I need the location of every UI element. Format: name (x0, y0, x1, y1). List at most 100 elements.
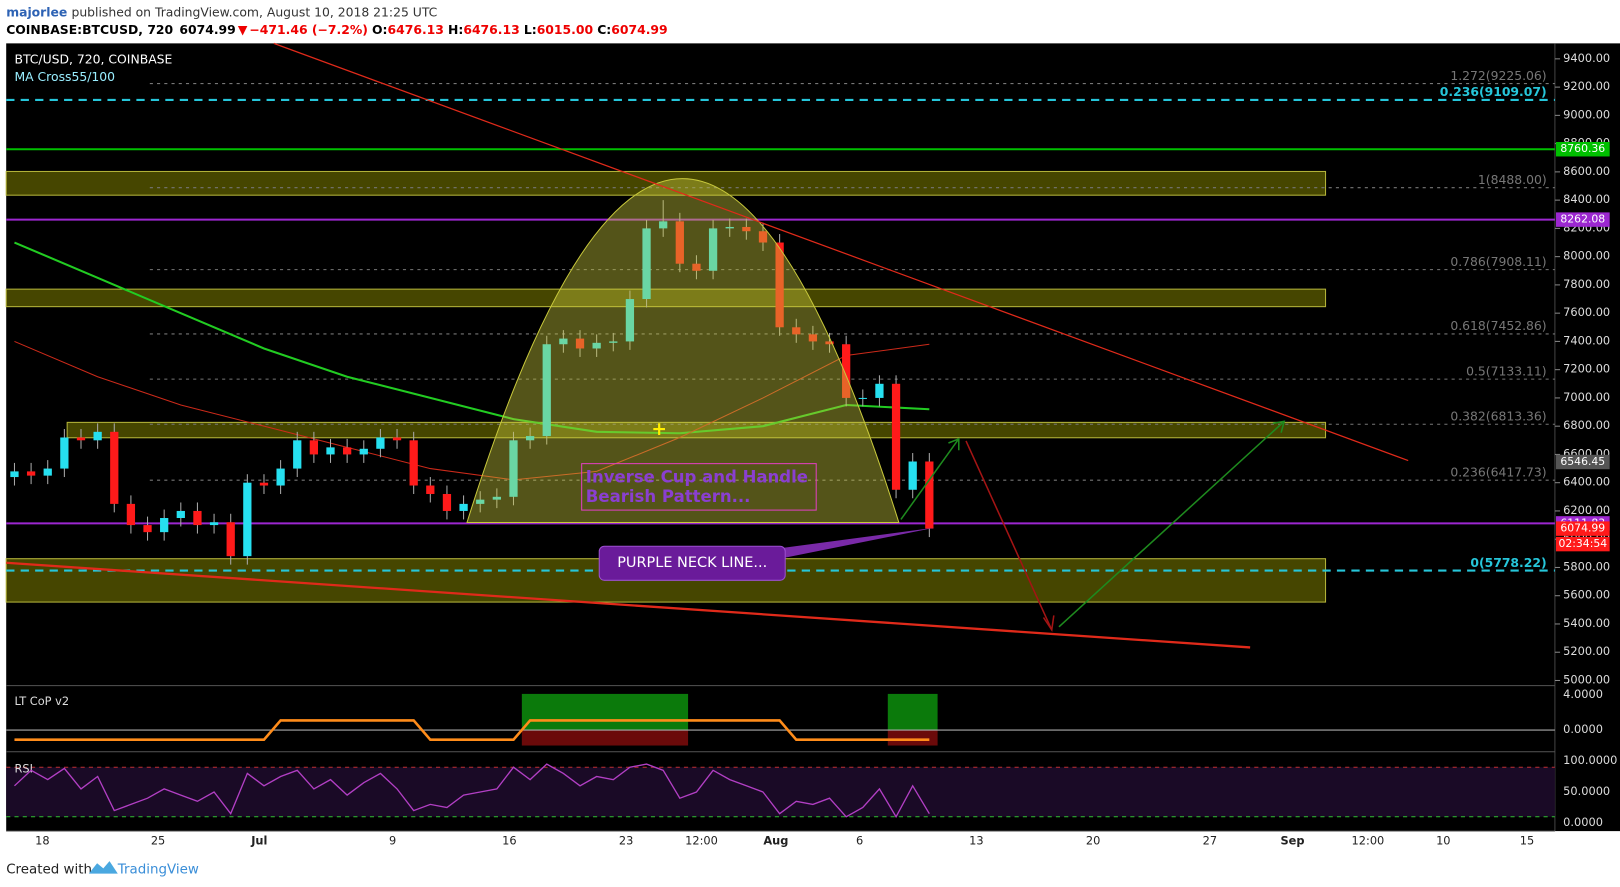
signal-bg (521, 730, 689, 746)
candle-body (359, 448, 368, 455)
candle-body (808, 334, 818, 342)
arrow-head (1042, 615, 1055, 632)
arrow-head (1272, 420, 1286, 433)
l-label: L: (524, 21, 537, 36)
y-tick-label: 8000.00 (1563, 249, 1610, 263)
candle-body (609, 341, 618, 343)
footer-brand[interactable]: TradingView (117, 862, 199, 877)
y-tick-label: 0.0000 (1563, 815, 1603, 829)
price-tag-label: 8760.36 (1560, 142, 1605, 155)
price-tag (1555, 454, 1610, 470)
signal-bg (887, 693, 938, 731)
arrow: ▼ (238, 21, 248, 36)
x-tick-label: 10 (1436, 834, 1450, 848)
x-tick-label: 9 (389, 834, 396, 848)
candle-body (858, 397, 867, 399)
candle-body (392, 437, 402, 441)
candle-body (758, 231, 768, 243)
candle-body (559, 338, 568, 345)
moving-average (14, 241, 930, 435)
rsi-band (6, 767, 1555, 817)
candle-body (692, 263, 701, 271)
candle-body (293, 440, 302, 469)
low: 6015.00 (537, 21, 594, 36)
candle-body (343, 447, 352, 455)
fib-label: 0.382(6813.36) (1450, 409, 1546, 424)
annotation-text: Inverse Cup and Handle (586, 468, 808, 487)
candle-body (43, 468, 52, 476)
candle-body (525, 436, 535, 441)
symbol: COINBASE:BTCUSD, 720 (6, 21, 173, 36)
footer-logo (88, 861, 118, 874)
candle-body (592, 342, 601, 349)
arrow-head (948, 437, 960, 451)
annotation-text: Bearish Pattern... (586, 487, 751, 506)
candle-body (26, 471, 36, 476)
moving-average (14, 340, 930, 481)
y-tick-label: 6200.00 (1563, 503, 1610, 517)
y-tick-label: 5600.00 (1563, 588, 1610, 602)
candle-body (209, 522, 219, 526)
price-tag (1555, 141, 1610, 157)
cup-shape (466, 178, 900, 524)
legend-series: BTC/USD, 720, COINBASE (14, 51, 172, 66)
candle-body (442, 493, 452, 511)
zone (5, 288, 1327, 308)
fib-label: 0.786(7908.11) (1450, 254, 1546, 269)
fib-label: 1.272(9225.06) (1450, 68, 1546, 83)
candle-body (276, 468, 285, 486)
candle-body (891, 383, 901, 490)
x-tick-label: 23 (619, 834, 633, 848)
y-tick-label: 100.0000 (1563, 753, 1617, 767)
candle-body (659, 221, 668, 229)
trend-line (6, 561, 1251, 649)
y-tick-label: 6800.00 (1563, 418, 1610, 432)
y-tick-label: 50.0000 (1563, 784, 1610, 798)
y-tick-label: 4.0000 (1563, 687, 1603, 701)
y-tick-label: 9000.00 (1563, 107, 1610, 121)
countdown-bg (1555, 536, 1610, 552)
change: −471.46 (−7.2%) (249, 21, 367, 36)
candle-body (193, 510, 202, 526)
candle-body (409, 440, 418, 486)
candle-body (426, 485, 435, 494)
x-tick-label: 6 (856, 834, 863, 848)
candle-body (259, 482, 269, 486)
rsi-line (14, 763, 930, 819)
arrow-up (1058, 420, 1285, 628)
pane-title: RSI (14, 761, 32, 775)
candle-body (575, 338, 585, 349)
y-tick-label: 5400.00 (1563, 616, 1610, 630)
y-tick-label: 0.0000 (1563, 722, 1603, 736)
y-tick-label: 7800.00 (1563, 277, 1610, 291)
candle-body (76, 437, 86, 441)
fib-label: 0.618(7452.86) (1450, 318, 1546, 333)
time-axis (6, 831, 1620, 852)
x-tick-label: 15 (1520, 834, 1534, 848)
author[interactable]: majorlee (6, 4, 67, 19)
candle-body (160, 518, 169, 533)
price-tag (1555, 521, 1610, 536)
candle-body (725, 226, 734, 229)
y-tick-label: 9400.00 (1563, 51, 1610, 65)
y-tick-label: 7600.00 (1563, 305, 1610, 319)
fib-label: 0.236(6417.73) (1450, 464, 1546, 479)
arrow-up (900, 438, 960, 520)
h-label: H: (448, 21, 463, 36)
arrow-down (965, 440, 1053, 631)
candle-body (492, 496, 501, 500)
candle-body (459, 503, 468, 511)
y-tick-label: 8600.00 (1563, 164, 1610, 178)
candle-body (625, 299, 635, 342)
y-tick-label: 9200.00 (1563, 79, 1610, 93)
y-tick-label: 7400.00 (1563, 333, 1610, 347)
candle-body (309, 440, 319, 455)
zone (5, 170, 1327, 196)
callout-pointer (780, 527, 936, 558)
callout-box (598, 545, 786, 581)
trend-line (273, 42, 1409, 462)
x-tick-label: 25 (151, 834, 165, 848)
candle-body (10, 471, 19, 478)
x-tick-label: 18 (35, 834, 49, 848)
